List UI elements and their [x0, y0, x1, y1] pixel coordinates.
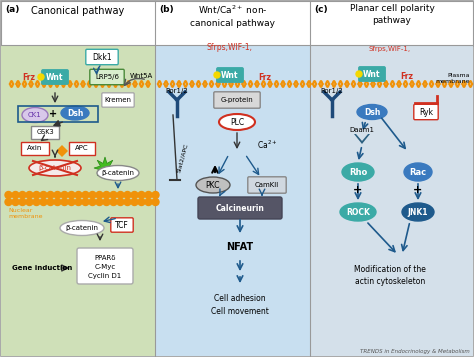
Text: +: +: [49, 109, 57, 119]
Text: (c): (c): [314, 5, 328, 14]
Ellipse shape: [402, 203, 434, 221]
FancyBboxPatch shape: [69, 141, 95, 155]
Text: Ca$^{2+}$: Ca$^{2+}$: [257, 139, 277, 151]
Text: Frz: Frz: [400, 71, 413, 80]
Circle shape: [12, 198, 19, 206]
Text: Nuclear
membrane: Nuclear membrane: [8, 208, 43, 219]
Circle shape: [356, 71, 362, 77]
Text: Kremen: Kremen: [104, 97, 131, 103]
Text: Frz: Frz: [22, 72, 36, 81]
Text: Canonical pathway: Canonical pathway: [31, 6, 125, 16]
Ellipse shape: [340, 203, 376, 221]
Circle shape: [117, 198, 124, 206]
Text: JNK1: JNK1: [408, 207, 428, 216]
Text: Cyclin D1: Cyclin D1: [88, 273, 122, 279]
Text: Slat2/APC: Slat2/APC: [177, 143, 189, 173]
FancyBboxPatch shape: [310, 45, 473, 356]
Circle shape: [33, 191, 40, 198]
Text: NFAT: NFAT: [227, 242, 254, 252]
Text: Sfrps,WIF-1,: Sfrps,WIF-1,: [207, 43, 253, 52]
Text: GSK3: GSK3: [36, 129, 54, 135]
Circle shape: [40, 191, 47, 198]
Circle shape: [47, 191, 54, 198]
FancyBboxPatch shape: [155, 45, 310, 356]
Circle shape: [54, 191, 61, 198]
Circle shape: [5, 191, 12, 198]
Text: Ror1/2: Ror1/2: [320, 88, 343, 94]
Text: +: +: [413, 185, 423, 195]
FancyBboxPatch shape: [414, 104, 438, 120]
FancyBboxPatch shape: [1, 45, 155, 356]
Text: Wnt: Wnt: [363, 70, 381, 79]
Text: LRP5/6: LRP5/6: [95, 74, 119, 80]
Ellipse shape: [97, 166, 139, 181]
Text: β-catenin: β-catenin: [65, 225, 99, 231]
Circle shape: [26, 198, 33, 206]
Text: Calcineurin: Calcineurin: [216, 203, 264, 212]
FancyBboxPatch shape: [111, 218, 133, 232]
Text: Gene induction: Gene induction: [12, 265, 72, 271]
Polygon shape: [56, 145, 68, 157]
Text: PKC: PKC: [206, 181, 220, 190]
Text: Sfrps,WIF-1,: Sfrps,WIF-1,: [369, 46, 411, 52]
Ellipse shape: [60, 221, 104, 236]
Polygon shape: [354, 134, 370, 144]
Text: β-catenin: β-catenin: [38, 165, 72, 171]
Text: Dsh: Dsh: [364, 107, 380, 116]
Circle shape: [138, 198, 145, 206]
FancyBboxPatch shape: [42, 70, 68, 84]
Circle shape: [103, 198, 110, 206]
FancyBboxPatch shape: [31, 126, 59, 139]
Circle shape: [131, 191, 138, 198]
Text: Wnt: Wnt: [46, 72, 64, 81]
Text: Planar cell polarity
pathway: Planar cell polarity pathway: [349, 4, 435, 25]
FancyBboxPatch shape: [90, 69, 124, 85]
Text: (b): (b): [159, 5, 173, 14]
Circle shape: [68, 198, 75, 206]
Ellipse shape: [219, 114, 255, 130]
Text: TCF: TCF: [115, 221, 129, 230]
FancyBboxPatch shape: [102, 93, 134, 107]
Text: Axin: Axin: [27, 145, 43, 151]
Circle shape: [61, 198, 68, 206]
FancyBboxPatch shape: [359, 67, 385, 81]
FancyBboxPatch shape: [214, 92, 260, 108]
FancyBboxPatch shape: [217, 68, 243, 82]
Text: Ror1/2: Ror1/2: [165, 88, 188, 94]
Text: C-Myc: C-Myc: [94, 264, 116, 270]
Ellipse shape: [29, 160, 81, 176]
FancyBboxPatch shape: [248, 177, 286, 193]
Polygon shape: [94, 157, 116, 179]
Text: CamKII: CamKII: [255, 182, 279, 188]
Circle shape: [12, 191, 19, 198]
Text: Modification of the
actin cytoskeleton: Modification of the actin cytoskeleton: [354, 265, 426, 287]
Circle shape: [40, 198, 47, 206]
Ellipse shape: [22, 107, 48, 122]
Text: Cell adhesion
Cell movement: Cell adhesion Cell movement: [211, 294, 269, 316]
Circle shape: [117, 191, 124, 198]
Circle shape: [110, 198, 117, 206]
Text: Wnt: Wnt: [221, 70, 239, 80]
Text: APC: APC: [75, 145, 89, 151]
Circle shape: [68, 191, 75, 198]
Text: Rho: Rho: [349, 167, 367, 176]
Text: Ryk: Ryk: [419, 107, 433, 116]
Circle shape: [124, 198, 131, 206]
Ellipse shape: [196, 177, 230, 193]
Text: Frz: Frz: [258, 72, 271, 81]
Circle shape: [47, 198, 54, 206]
Circle shape: [89, 198, 96, 206]
Text: PPARδ: PPARδ: [94, 255, 116, 261]
Circle shape: [61, 191, 68, 198]
Text: Wnt5A: Wnt5A: [130, 73, 153, 79]
Text: (a): (a): [5, 5, 19, 14]
Circle shape: [103, 191, 110, 198]
Circle shape: [38, 74, 44, 80]
FancyBboxPatch shape: [77, 248, 133, 284]
Text: PLC: PLC: [230, 117, 244, 126]
Circle shape: [33, 198, 40, 206]
Circle shape: [5, 198, 12, 206]
FancyBboxPatch shape: [198, 197, 282, 219]
Circle shape: [26, 191, 33, 198]
